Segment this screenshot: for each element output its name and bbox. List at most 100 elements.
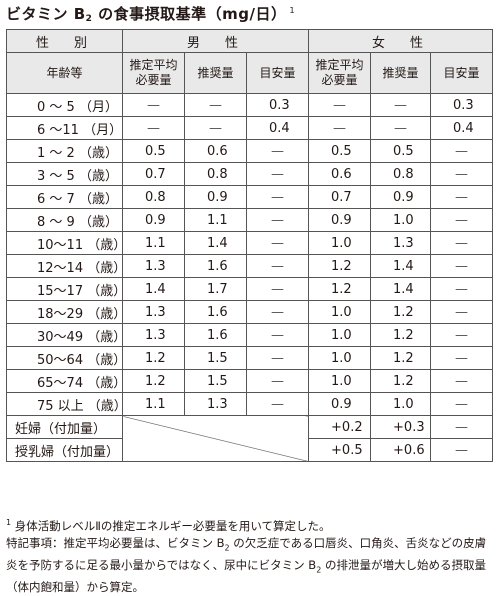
title-suffix: の食事摂取基準（mg/日）	[92, 5, 287, 23]
table-cell: 1.3	[122, 323, 185, 347]
table-cell: —	[245, 231, 310, 255]
table-cell: 1.2	[122, 369, 185, 393]
age-cell: 6 ～ 7 （歳）	[6, 185, 123, 209]
table-cell: 1.2	[370, 346, 432, 370]
col-header: 推奨量	[370, 52, 432, 94]
table-cell: 0.9	[184, 185, 247, 209]
table-row: 授乳婦（付加量） +0.5 +0.6—	[6, 438, 494, 462]
table-cell: —	[430, 415, 494, 439]
table-cell: 1.6	[184, 254, 247, 278]
col-header-label: 推定平均 必要量	[315, 58, 364, 87]
footnote-special-sub-1: 2	[224, 543, 230, 553]
table-cell: —	[245, 346, 310, 370]
table-cell: 1.2	[122, 346, 185, 370]
table-cell: 0.5	[122, 139, 185, 163]
table-cell: 0.8	[184, 162, 247, 186]
col-header: 推定平均 必要量	[122, 52, 185, 94]
table-cell: —	[430, 323, 494, 347]
header-row-sex: 性 別 男 性 女 性	[6, 29, 494, 53]
col-header: 推奨量	[184, 52, 247, 94]
footnote-1-mark: 1	[6, 518, 12, 527]
table-row: 30～49 （歳） 1.3 1.6—1.0 1.2—	[6, 323, 494, 347]
table-cell: —	[245, 300, 310, 324]
age-cell: 1 ～ 2 （歳）	[6, 139, 123, 163]
table-row: 妊婦（付加量） +0.2 +0.3—	[6, 415, 494, 462]
table-cell: —	[430, 139, 494, 163]
table-cell: 0.4	[245, 116, 310, 140]
table-row: 6 ～ 7 （歳） 0.8 0.9—0.7 0.9—	[6, 185, 494, 209]
table-cell: —	[430, 346, 494, 370]
table-cell: 0.7	[308, 185, 372, 209]
age-cell: 3 ～ 5 （歳）	[6, 162, 123, 186]
table-row: 0 ～ 5 （月） — —0.3— —0.3	[6, 93, 494, 117]
table-cell: —	[245, 392, 310, 416]
table-row: 65～74 （歳） 1.2 1.5—1.0 1.2—	[6, 369, 494, 393]
age-cell: 15～17 （歳）	[6, 277, 123, 301]
table-row: 10～11 （歳） 1.1 1.4—1.0 1.3—	[6, 231, 494, 255]
table-cell: 1.2	[370, 300, 432, 324]
table-cell: —	[430, 392, 494, 416]
table-cell: 1.5	[184, 346, 247, 370]
table-cell: 1.7	[184, 277, 247, 301]
table-cell: 1.0	[308, 231, 372, 255]
age-cell: 10～11 （歳）	[6, 231, 123, 255]
sex-header: 性 別	[6, 29, 123, 53]
header-row-columns: 年齢等 推定平均 必要量 推奨量 目安量 推定平均 必要量 推奨量 目安量	[6, 52, 494, 94]
footnote-special-text-a: 特記事項：推定平均必要量は、ビタミン B	[6, 536, 225, 551]
title-note-mark: 1	[289, 6, 296, 15]
age-cell: 50～64 （歳）	[6, 346, 123, 370]
table-cell: 0.9	[308, 392, 372, 416]
table-cell: 1.4	[122, 277, 185, 301]
table-cell: 1.2	[308, 277, 372, 301]
col-header: 目安量	[430, 52, 494, 94]
age-cell: 6 ～11 （月）	[6, 116, 123, 140]
table-cell: 1.2	[308, 254, 372, 278]
title-subscript: 2	[85, 14, 93, 24]
table-cell: 1.5	[184, 369, 247, 393]
table-cell: 0.5	[308, 139, 372, 163]
table-cell: 0.3	[245, 93, 310, 117]
table-cell: —	[430, 369, 494, 393]
table-cell: +0.3	[370, 415, 432, 439]
table-cell: 1.6	[184, 300, 247, 324]
table-cell: 0.6	[184, 139, 247, 163]
table-cell: 1.3	[122, 254, 185, 278]
table-cell: 0.6	[308, 162, 372, 186]
table-cell: 0.9	[308, 208, 372, 232]
footnote-special-sub-2: 2	[316, 565, 322, 575]
col-header-label: 推奨量	[382, 65, 419, 80]
table-cell: —	[184, 93, 247, 117]
footnote-1-text: 身体活動レベルⅡの推定エネルギー必要量を用いて算定した。	[11, 518, 331, 533]
table-row: 6 ～11 （月） — —0.4— —0.4	[6, 116, 494, 140]
table-cell: 1.3	[184, 392, 247, 416]
table-cell: +0.5	[308, 438, 372, 462]
table-row: 50～64 （歳） 1.2 1.5—1.0 1.2—	[6, 346, 494, 370]
table-row: 12～14 （歳） 1.3 1.6—1.2 1.4—	[6, 254, 494, 278]
title-prefix: ビタミン B	[6, 5, 86, 23]
col-header-label: 推定平均 必要量	[129, 58, 178, 87]
table-cell: —	[245, 139, 310, 163]
table-cell: —	[430, 300, 494, 324]
table-cell: —	[430, 208, 494, 232]
table-cell: 0.9	[122, 208, 185, 232]
col-header: 推定平均 必要量	[308, 52, 372, 94]
table-cell: 1.0	[308, 346, 372, 370]
table-row: 1 ～ 2 （歳） 0.5 0.6—0.5 0.5—	[6, 139, 494, 163]
table-cell: —	[245, 254, 310, 278]
table-cell: —	[245, 208, 310, 232]
table-cell: 1.1	[122, 231, 185, 255]
table-cell: 1.3	[122, 300, 185, 324]
intake-table: 性 別 男 性 女 性 年齢等 推定平均 必要量 推奨量 目安量 推定平均 必要…	[6, 29, 494, 462]
table-cell: 1.1	[184, 208, 247, 232]
table-cell: —	[184, 116, 247, 140]
age-cell: 75 以上 （歳）	[6, 392, 123, 416]
table-cell: 0.4	[430, 116, 494, 140]
col-header-label: 目安量	[443, 65, 480, 80]
male-header: 男 性	[121, 29, 310, 53]
table-cell: 1.0	[308, 369, 372, 393]
table-cell: —	[430, 162, 494, 186]
extra-label-cell: 妊婦（付加量）	[6, 415, 123, 439]
table-cell: —	[245, 162, 310, 186]
table-cell: 1.4	[370, 254, 432, 278]
age-cell: 65～74 （歳）	[6, 369, 123, 393]
